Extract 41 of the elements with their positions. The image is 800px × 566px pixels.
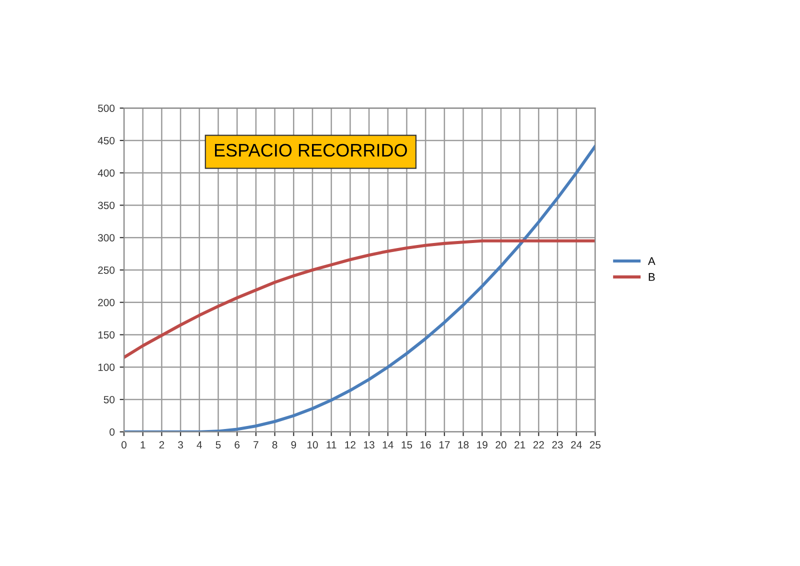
x-tick-label: 16 — [420, 441, 431, 449]
y-tick-label: 450 — [98, 136, 115, 144]
y-tick-label: 150 — [98, 331, 115, 339]
x-tick-label: 17 — [439, 441, 450, 448]
x-tick-label: 14 — [382, 441, 394, 448]
x-tick-label: 11 — [326, 441, 336, 448]
x-tick-label: 8 — [272, 441, 278, 449]
x-tick-label: 2 — [159, 441, 164, 448]
x-tick-label: 21 — [514, 441, 526, 448]
x-tick-label: 4 — [196, 441, 202, 448]
x-tick-label: 10 — [307, 441, 318, 449]
y-tick-label: 500 — [98, 104, 115, 112]
y-tick-label: 200 — [98, 298, 115, 306]
text: ESPACIO RECORRIDO — [215, 144, 407, 157]
x-tick-label: 22 — [533, 441, 544, 448]
x-tick-label: 6 — [234, 441, 240, 449]
x-tick-label: 18 — [458, 441, 469, 449]
x-tick-label: 13 — [364, 441, 374, 449]
x-tick-label: 25 — [590, 441, 601, 449]
x-tick-label: 24 — [571, 441, 582, 448]
legend-label: A — [648, 257, 656, 265]
x-tick-label: 9 — [291, 441, 296, 449]
x-tick-label: 0 — [122, 441, 126, 449]
y-tick-label: 50 — [104, 396, 115, 404]
y-tick-label: 300 — [98, 234, 115, 242]
y-tick-label: 0 — [110, 428, 115, 436]
y-tick-label: 100 — [98, 364, 115, 371]
y-tick-label: 350 — [98, 202, 115, 210]
x-tick-label: 19 — [477, 441, 488, 449]
x-tick-label: 20 — [496, 441, 506, 449]
x-tick-label: 23 — [552, 441, 563, 449]
x-tick-label: 1 — [140, 441, 146, 448]
x-tick-label: 15 — [402, 441, 412, 449]
x-tick-label: 3 — [178, 441, 183, 449]
y-tick-label: 250 — [98, 266, 115, 274]
x-tick-label: 12 — [345, 441, 356, 448]
line-series — [124, 239, 596, 359]
x-tick-label: 5 — [216, 441, 221, 449]
legend-label: B — [648, 273, 655, 281]
x-tick-label: 7 — [254, 441, 258, 448]
y-tick-label: 400 — [98, 169, 115, 177]
